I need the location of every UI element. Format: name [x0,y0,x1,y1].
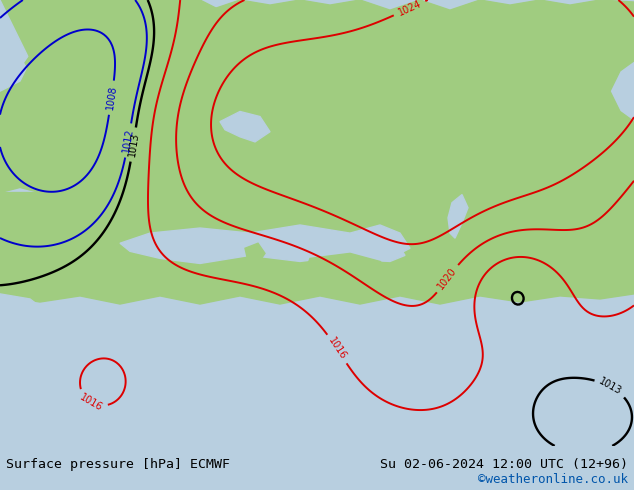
Text: 1024: 1024 [396,0,423,18]
Polygon shape [0,294,50,446]
Polygon shape [358,243,405,262]
Polygon shape [25,50,45,71]
Text: 1016: 1016 [327,336,348,362]
Polygon shape [448,195,468,238]
Text: Su 02-06-2024 12:00 UTC (12+96): Su 02-06-2024 12:00 UTC (12+96) [380,458,628,471]
Text: 1012: 1012 [121,127,135,153]
Polygon shape [220,112,270,142]
Polygon shape [0,0,220,142]
Text: 1013: 1013 [127,132,140,157]
Polygon shape [0,0,30,91]
Text: Surface pressure [hPa] ECMWF: Surface pressure [hPa] ECMWF [6,458,230,471]
Text: 1020: 1020 [436,266,459,292]
Text: 1008: 1008 [105,85,118,111]
Polygon shape [0,122,634,304]
Polygon shape [0,365,634,446]
Text: 1016: 1016 [78,392,104,413]
Polygon shape [45,46,75,86]
Polygon shape [305,253,395,282]
Text: ©weatheronline.co.uk: ©weatheronline.co.uk [477,473,628,487]
Text: 1013: 1013 [597,376,624,397]
Polygon shape [120,225,410,264]
Polygon shape [0,0,634,197]
Polygon shape [245,243,265,264]
